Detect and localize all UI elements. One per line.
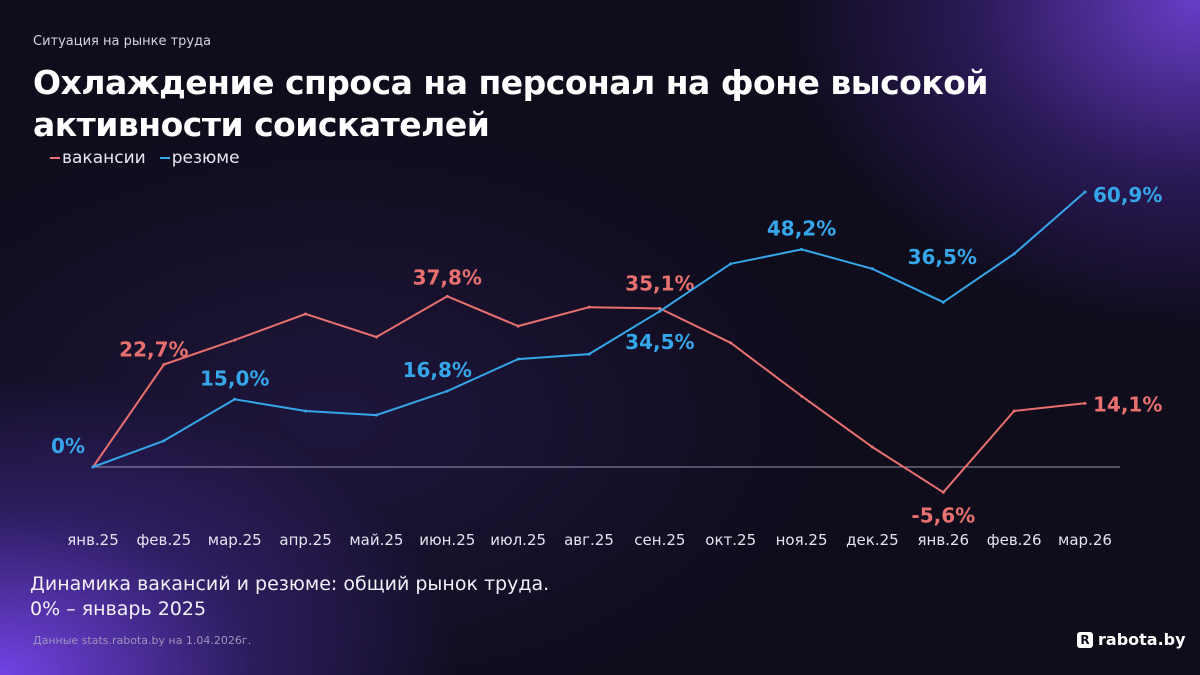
x-tick-label: окт.25 xyxy=(705,531,756,549)
data-point-resumes xyxy=(941,300,945,304)
x-tick-label: апр.25 xyxy=(279,531,331,549)
x-tick-label: мар.26 xyxy=(1058,531,1112,549)
data-label-vacancies: 35,1% xyxy=(625,272,694,296)
data-point-resumes xyxy=(1083,190,1087,194)
chart-subtitle: Динамика вакансий и резюме: общий рынок … xyxy=(30,572,549,622)
data-point-resumes xyxy=(445,389,449,393)
data-label-vacancies: 37,8% xyxy=(413,265,482,289)
legend-label: резюме xyxy=(171,148,240,168)
data-point-resumes xyxy=(91,465,95,469)
x-tick-label: фев.25 xyxy=(136,531,191,549)
subtitle-line: 0% – январь 2025 xyxy=(30,598,207,620)
logo-text: rabota.by xyxy=(1098,630,1186,649)
data-point-resumes xyxy=(870,267,874,271)
data-point-vacancies xyxy=(233,338,237,342)
data-point-vacancies xyxy=(374,335,378,339)
logo-mark-icon: R xyxy=(1077,631,1093,648)
x-tick-label: мар.25 xyxy=(208,531,262,549)
kicker: Ситуация на рынке труда xyxy=(33,34,212,49)
data-point-resumes xyxy=(374,413,378,417)
logo: R rabota.by xyxy=(1077,630,1186,649)
subtitle-line: Динамика вакансий и резюме: общий рынок … xyxy=(30,573,550,595)
data-label-resumes: 48,2% xyxy=(767,216,836,240)
x-tick-label: июл.25 xyxy=(490,531,546,549)
x-tick-label: дек.25 xyxy=(846,531,899,549)
data-point-resumes xyxy=(1012,252,1016,256)
x-tick-label: ноя.25 xyxy=(776,531,828,549)
data-point-vacancies xyxy=(304,312,308,316)
data-point-resumes xyxy=(233,397,237,401)
data-point-vacancies xyxy=(445,294,449,298)
data-point-vacancies xyxy=(1083,401,1087,405)
legend-item-vacancies: вакансии xyxy=(50,148,146,168)
x-tick-label: июн.25 xyxy=(419,531,475,549)
data-point-resumes xyxy=(516,357,520,361)
data-point-vacancies xyxy=(1012,409,1016,413)
data-label-resumes: 34,5% xyxy=(625,330,694,354)
data-point-resumes xyxy=(800,247,804,251)
series-line-resumes xyxy=(92,191,1086,468)
data-label-resumes: 15,0% xyxy=(200,366,269,390)
data-point-vacancies xyxy=(162,363,166,367)
data-point-resumes xyxy=(729,262,733,266)
data-label-resumes: 60,9% xyxy=(1093,183,1162,207)
x-tick-label: фев.26 xyxy=(987,531,1042,549)
source-note: Данные stats.rabota.by на 1.04.2026г. xyxy=(33,634,252,647)
legend-item-resumes: резюме xyxy=(159,148,240,168)
x-tick-label: янв.25 xyxy=(67,531,119,549)
data-label-vacancies: 14,1% xyxy=(1093,392,1162,416)
data-label-vacancies: 22,7% xyxy=(119,338,188,362)
series-line-vacancies xyxy=(92,295,1086,494)
data-point-vacancies xyxy=(516,324,520,328)
data-point-vacancies xyxy=(800,394,804,398)
data-point-resumes xyxy=(658,309,662,313)
data-point-vacancies xyxy=(729,341,733,345)
data-point-vacancies xyxy=(587,305,591,309)
data-label-vacancies: -5,6% xyxy=(911,503,975,527)
data-label-resumes: 36,5% xyxy=(908,245,977,269)
data-label-resumes: 0% xyxy=(51,434,85,458)
legend: вакансии резюме xyxy=(50,148,240,168)
data-point-resumes xyxy=(587,352,591,356)
data-point-resumes xyxy=(162,439,166,443)
x-tick-label: авг.25 xyxy=(564,531,614,549)
data-point-vacancies xyxy=(870,445,874,449)
x-tick-label: сен.25 xyxy=(634,531,685,549)
legend-label: вакансии xyxy=(62,148,146,168)
x-tick-label: янв.26 xyxy=(918,531,970,549)
chart-title: Охлаждение спроса на персонал на фоне вы… xyxy=(33,63,989,144)
data-point-resumes xyxy=(304,409,308,413)
data-point-vacancies xyxy=(941,490,945,494)
data-point-vacancies xyxy=(658,307,662,311)
data-label-resumes: 16,8% xyxy=(403,358,472,382)
x-tick-label: май.25 xyxy=(349,531,403,549)
